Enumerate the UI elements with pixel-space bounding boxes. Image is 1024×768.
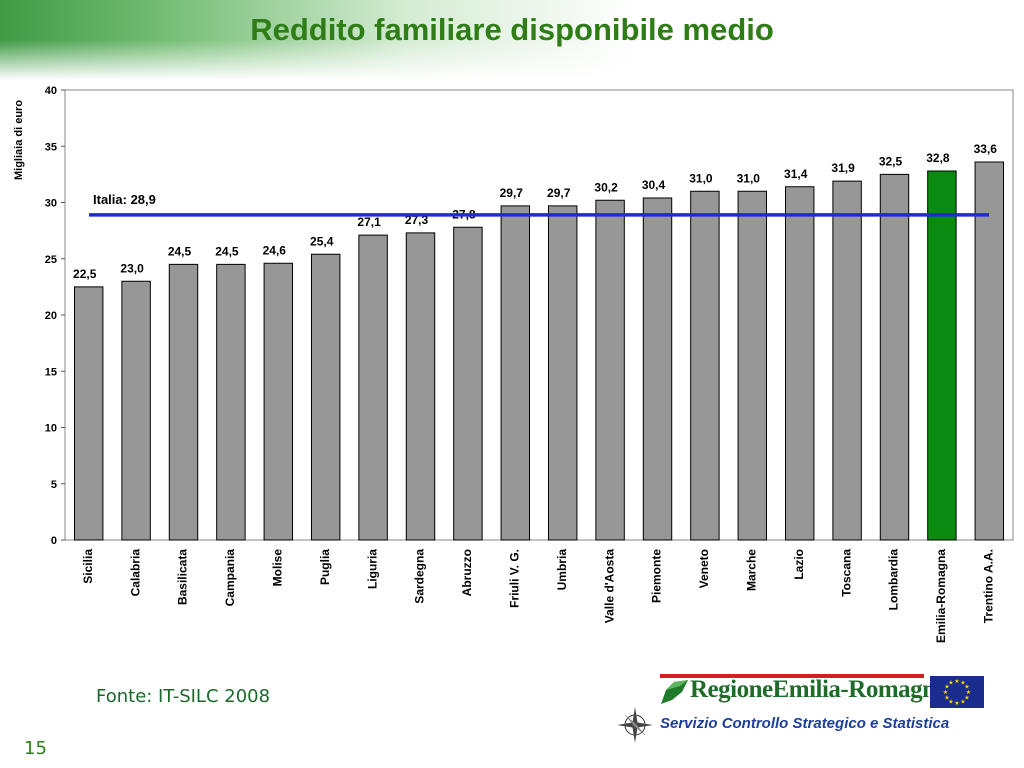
category-label: Puglia bbox=[318, 549, 332, 585]
compass-rose-icon bbox=[617, 707, 653, 743]
y-tick-label: 35 bbox=[45, 141, 57, 153]
bar-value-label: 27,1 bbox=[357, 215, 381, 229]
bar-value-label: 22,5 bbox=[73, 267, 97, 281]
category-label: Toscana bbox=[839, 549, 853, 597]
category-label: Valle d'Aosta bbox=[602, 549, 616, 624]
category-labels: Sicilia Calabria Basilicata Campania Molise P… bbox=[81, 549, 996, 643]
y-tick-label: 0 bbox=[51, 535, 57, 547]
bar-value-label: 24,5 bbox=[168, 244, 192, 258]
bar-series bbox=[73, 161, 1005, 541]
regione-logo-block: RegioneEmilia-Romagna ★ ★ ★ ★ ★ ★ ★ ★ ★ ★ ★ ★ Se… bbox=[616, 672, 996, 752]
bar-lombardia bbox=[879, 173, 910, 541]
bar-value-label: 23,0 bbox=[120, 261, 144, 275]
bar-value-label: 30,2 bbox=[594, 180, 618, 194]
bar-trentino-a-a bbox=[974, 161, 1005, 541]
bar-chart: 0 5 10 15 20 25 30 35 40 22,5 23,0 24,5 24,5 24,6 25,… bbox=[13, 85, 1014, 643]
logo-wordmark: RegioneEmilia-Romagna bbox=[690, 676, 948, 703]
bar-value-label: 32,5 bbox=[879, 154, 903, 168]
y-tick-label: 20 bbox=[45, 310, 57, 322]
svg-text:★: ★ bbox=[944, 695, 949, 702]
bar-piemonte bbox=[642, 197, 673, 541]
y-tick-label: 10 bbox=[45, 423, 57, 435]
header-gradient-band bbox=[0, 0, 1024, 80]
bar-lazio bbox=[784, 186, 815, 541]
bar-liguria bbox=[358, 234, 388, 541]
category-label: Molise bbox=[270, 549, 284, 587]
category-label: Lombardia bbox=[887, 549, 901, 611]
category-label: Friuli V. G. bbox=[507, 549, 521, 608]
bar-valle-d-aosta bbox=[595, 199, 625, 541]
bar-value-label: 24,6 bbox=[263, 243, 287, 257]
logo-red-line bbox=[660, 674, 924, 678]
svg-text:★: ★ bbox=[964, 695, 969, 702]
bar-umbria bbox=[547, 205, 578, 541]
bar-marche bbox=[737, 190, 768, 541]
category-label: Liguria bbox=[365, 549, 379, 589]
y-tick-label: 15 bbox=[45, 366, 57, 378]
value-labels: 22,523,024,524,524,625,427,127,327,829,7… bbox=[73, 142, 997, 281]
bar-value-label: 24,5 bbox=[215, 244, 239, 258]
service-name: Servizio Controllo Strategico e Statisti… bbox=[660, 715, 950, 732]
plot-area bbox=[64, 89, 1014, 541]
page-number: 15 bbox=[24, 738, 47, 759]
category-label: Abruzzo bbox=[460, 549, 474, 596]
bar-value-label: 29,7 bbox=[500, 186, 524, 200]
y-tick-label: 5 bbox=[51, 479, 57, 491]
category-label: Basilicata bbox=[176, 549, 190, 605]
eu-flag-icon: ★ ★★ ★★★ ★★★ ★★★ bbox=[930, 676, 984, 708]
svg-text:★: ★ bbox=[960, 680, 965, 687]
svg-text:★: ★ bbox=[964, 684, 969, 691]
bar-molise bbox=[263, 262, 294, 541]
svg-text:★: ★ bbox=[944, 684, 949, 691]
category-label: Emilia-Romagna bbox=[934, 549, 948, 643]
bar-value-label: 25,4 bbox=[310, 234, 334, 248]
y-tick-label: 40 bbox=[45, 85, 57, 97]
bar-toscana bbox=[832, 180, 862, 541]
category-label: Lazio bbox=[792, 549, 806, 580]
svg-text:★: ★ bbox=[948, 699, 953, 706]
category-label: Veneto bbox=[697, 549, 711, 588]
svg-text:★: ★ bbox=[966, 689, 971, 696]
slide-title: Reddito familiare disponibile medio bbox=[250, 12, 774, 47]
y-tick-label: 30 bbox=[45, 198, 57, 210]
y-axis-title: Migliaia di euro bbox=[13, 100, 25, 180]
bar-value-label: 30,4 bbox=[642, 178, 666, 192]
bar-sardegna bbox=[405, 232, 436, 541]
bar-abruzzo bbox=[453, 226, 483, 541]
source-note: Fonte: IT-SILC 2008 bbox=[96, 686, 271, 707]
region-map-icon bbox=[661, 680, 688, 704]
bar-campania bbox=[216, 263, 246, 541]
svg-text:★: ★ bbox=[960, 699, 965, 706]
category-label: Trentino A.A. bbox=[981, 549, 995, 623]
bar-sicilia bbox=[73, 286, 104, 541]
bar-value-label: 31,9 bbox=[831, 161, 855, 175]
y-axis: 0 5 10 15 20 25 30 35 40 bbox=[45, 85, 65, 547]
svg-text:★: ★ bbox=[948, 680, 953, 687]
bar-value-label: 29,7 bbox=[547, 186, 571, 200]
category-label: Calabria bbox=[128, 549, 142, 597]
italia-reference-label: Italia: 28,9 bbox=[93, 192, 156, 207]
svg-text:★: ★ bbox=[943, 689, 948, 696]
bar-emilia-romagna bbox=[927, 170, 957, 541]
category-label: Campania bbox=[223, 549, 237, 607]
category-label: Sardegna bbox=[413, 549, 427, 604]
bar-value-label: 31,0 bbox=[689, 171, 713, 185]
bar-veneto bbox=[690, 190, 720, 541]
y-tick-label: 25 bbox=[45, 254, 57, 266]
bar-value-label: 33,6 bbox=[974, 142, 998, 156]
svg-text:★: ★ bbox=[954, 678, 959, 685]
bar-value-label: 31,4 bbox=[784, 167, 808, 181]
category-label: Umbria bbox=[555, 549, 569, 591]
bar-friuli-v-g bbox=[500, 205, 531, 541]
bar-value-label: 32,8 bbox=[926, 151, 950, 165]
category-label: Piemonte bbox=[650, 549, 664, 603]
bar-value-label: 31,0 bbox=[737, 171, 761, 185]
bar-basilicata bbox=[168, 263, 199, 541]
category-label: Sicilia bbox=[81, 549, 95, 584]
svg-text:★: ★ bbox=[954, 700, 959, 707]
bar-puglia bbox=[310, 253, 341, 541]
category-label: Marche bbox=[744, 549, 758, 591]
bar-calabria bbox=[121, 280, 151, 541]
